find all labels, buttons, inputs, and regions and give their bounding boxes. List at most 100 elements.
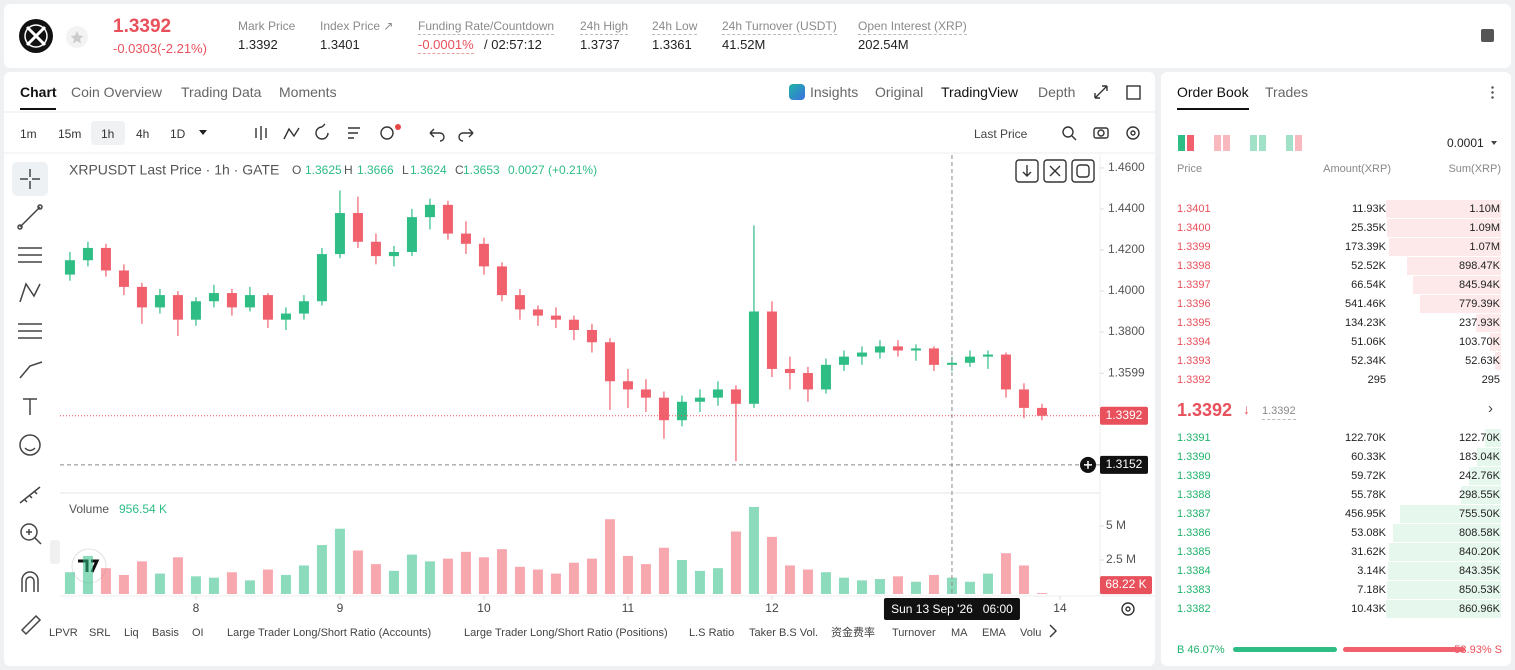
- share-icon[interactable]: [1481, 29, 1494, 42]
- indicator-tab[interactable]: EMA: [982, 627, 1006, 639]
- price-type[interactable]: Last Price: [974, 127, 1028, 141]
- indicator-tab[interactable]: 资金费率: [831, 627, 875, 639]
- indicator-tab[interactable]: MA: [951, 627, 968, 639]
- indicator-tab[interactable]: Turnover: [892, 627, 936, 639]
- chart-tab[interactable]: Chart: [20, 84, 57, 100]
- ob-amount: 31.62K: [1351, 546, 1386, 558]
- timeframe[interactable]: 1m: [20, 127, 37, 141]
- ob-price[interactable]: 1.3395: [1177, 317, 1211, 329]
- ob-price[interactable]: 1.3391: [1177, 432, 1211, 444]
- ob-price[interactable]: 1.3389: [1177, 470, 1211, 482]
- tab-underline: [20, 108, 56, 110]
- ob-amount: 59.72K: [1351, 470, 1386, 482]
- ob-layout-icon[interactable]: [1178, 135, 1185, 151]
- indicator-tab[interactable]: Taker B.S Vol.: [749, 627, 819, 639]
- depth-bar: [1412, 276, 1501, 294]
- ob-amount: 55.78K: [1351, 489, 1386, 501]
- chart-tab[interactable]: Moments: [279, 84, 337, 100]
- view-tab[interactable]: Insights: [810, 84, 859, 100]
- ob-more[interactable]: ›: [1488, 400, 1493, 417]
- ob-price[interactable]: 1.3400: [1177, 222, 1211, 234]
- ob-sell-label: 53.93% S: [1454, 644, 1502, 656]
- legend-l: 1.3624: [410, 163, 447, 177]
- indicator-tab[interactable]: Large Trader Long/Short Ratio (Positions…: [464, 627, 668, 639]
- ob-price[interactable]: 1.3396: [1177, 298, 1211, 310]
- ob-price[interactable]: 1.3388: [1177, 489, 1211, 501]
- view-tab[interactable]: TradingView: [941, 84, 1019, 100]
- volume-bar: [280, 574, 291, 594]
- x-tick-label: 10: [477, 601, 491, 615]
- timeframe[interactable]: 1h: [101, 127, 115, 141]
- y-tick-label: 1.3599: [1108, 365, 1145, 379]
- ob-layout-icon[interactable]: [1250, 135, 1257, 151]
- candle-body: [604, 342, 615, 382]
- last-price-tag: [1100, 406, 1148, 425]
- ob-price[interactable]: 1.3398: [1177, 260, 1211, 272]
- volume-bar: [856, 580, 867, 594]
- ob-price[interactable]: 1.3385: [1177, 546, 1211, 558]
- ob-tab[interactable]: Trades: [1265, 84, 1309, 100]
- volume-bar: [550, 573, 561, 594]
- ob-layout-icon[interactable]: [1286, 135, 1293, 151]
- ob-tab[interactable]: Order Book: [1177, 84, 1249, 100]
- ob-price[interactable]: 1.3384: [1177, 565, 1211, 577]
- ob-sum: 860.96K: [1459, 603, 1500, 615]
- ob-layout-icon[interactable]: [1223, 135, 1230, 151]
- view-tab[interactable]: Depth: [1038, 84, 1076, 100]
- ob-amount: 7.18K: [1357, 584, 1386, 596]
- indicator-tab[interactable]: Basis: [152, 627, 179, 639]
- chart-tab[interactable]: Trading Data: [181, 84, 262, 100]
- volume-bar: [298, 565, 309, 594]
- volume-bar: [676, 560, 687, 594]
- indicator-tab[interactable]: L.S Ratio: [689, 627, 735, 639]
- ob-price[interactable]: 1.3387: [1177, 508, 1211, 520]
- ob-layout-icon[interactable]: [1295, 135, 1302, 151]
- ob-price[interactable]: 1.3399: [1177, 241, 1211, 253]
- timeframe[interactable]: 15m: [58, 127, 82, 141]
- collapse-handle[interactable]: [50, 540, 60, 564]
- view-tab[interactable]: Original: [875, 84, 924, 100]
- y-tick-label: 1.4400: [1108, 201, 1145, 215]
- ob-price[interactable]: 1.3401: [1177, 203, 1211, 215]
- volume-bar: [100, 568, 111, 594]
- indicator-tab[interactable]: SRL: [89, 627, 111, 639]
- volume-bar: [118, 574, 129, 594]
- indicator-tab[interactable]: Liq: [124, 627, 139, 639]
- ob-layout-icon[interactable]: [1187, 135, 1194, 151]
- ob-price[interactable]: 1.3393: [1177, 355, 1211, 367]
- ob-price[interactable]: 1.3394: [1177, 336, 1211, 348]
- legend-title: XRPUSDT Last Price · 1h · GATE: [69, 162, 279, 178]
- ob-price[interactable]: 1.3390: [1177, 451, 1211, 463]
- timeframe[interactable]: 4h: [136, 127, 150, 141]
- chart-tab[interactable]: Coin Overview: [71, 84, 163, 100]
- ob-sum: 808.58K: [1459, 527, 1500, 539]
- indicator-tab[interactable]: OI: [192, 627, 204, 639]
- indicator-tab[interactable]: LPVR: [49, 627, 78, 639]
- ob-price[interactable]: 1.3382: [1177, 603, 1211, 615]
- stat-value: -0.0001%: [418, 37, 474, 54]
- timeframe[interactable]: 1D: [170, 127, 186, 141]
- stat-value: 202.54M: [858, 37, 909, 52]
- volume-bar: [748, 506, 759, 594]
- candle-body: [370, 241, 381, 257]
- indicator-tab[interactable]: Large Trader Long/Short Ratio (Accounts): [227, 627, 432, 639]
- chart: 1.4600 1.4400 1.4200 1.4000 1.3800 1.3599 5 M 2…: [4, 19, 1155, 638]
- ob-price[interactable]: 1.3392: [1177, 374, 1211, 386]
- ob-precision[interactable]: 0.0001: [1447, 136, 1484, 150]
- ob-layout-icon[interactable]: [1259, 135, 1266, 151]
- ob-amount: 11.93K: [1351, 203, 1386, 215]
- ob-price[interactable]: 1.3383: [1177, 584, 1211, 596]
- volume-bar: [172, 557, 183, 594]
- ob-price[interactable]: 1.3397: [1177, 279, 1211, 291]
- left-toolbar: [17, 169, 43, 636]
- ob-layout-icon[interactable]: [1214, 135, 1221, 151]
- volume-bar: [982, 573, 993, 594]
- last-volume-label: 68.22 K: [1105, 577, 1146, 591]
- indicator-tab[interactable]: Volu: [1020, 627, 1042, 639]
- candle-body: [388, 252, 399, 257]
- ob-sum: 242.76K: [1459, 470, 1500, 482]
- depth-bar: [1387, 219, 1501, 237]
- ob-price[interactable]: 1.3386: [1177, 527, 1211, 539]
- stat-label: 24h Low: [652, 19, 698, 35]
- stat-value: 1.3401: [320, 37, 360, 52]
